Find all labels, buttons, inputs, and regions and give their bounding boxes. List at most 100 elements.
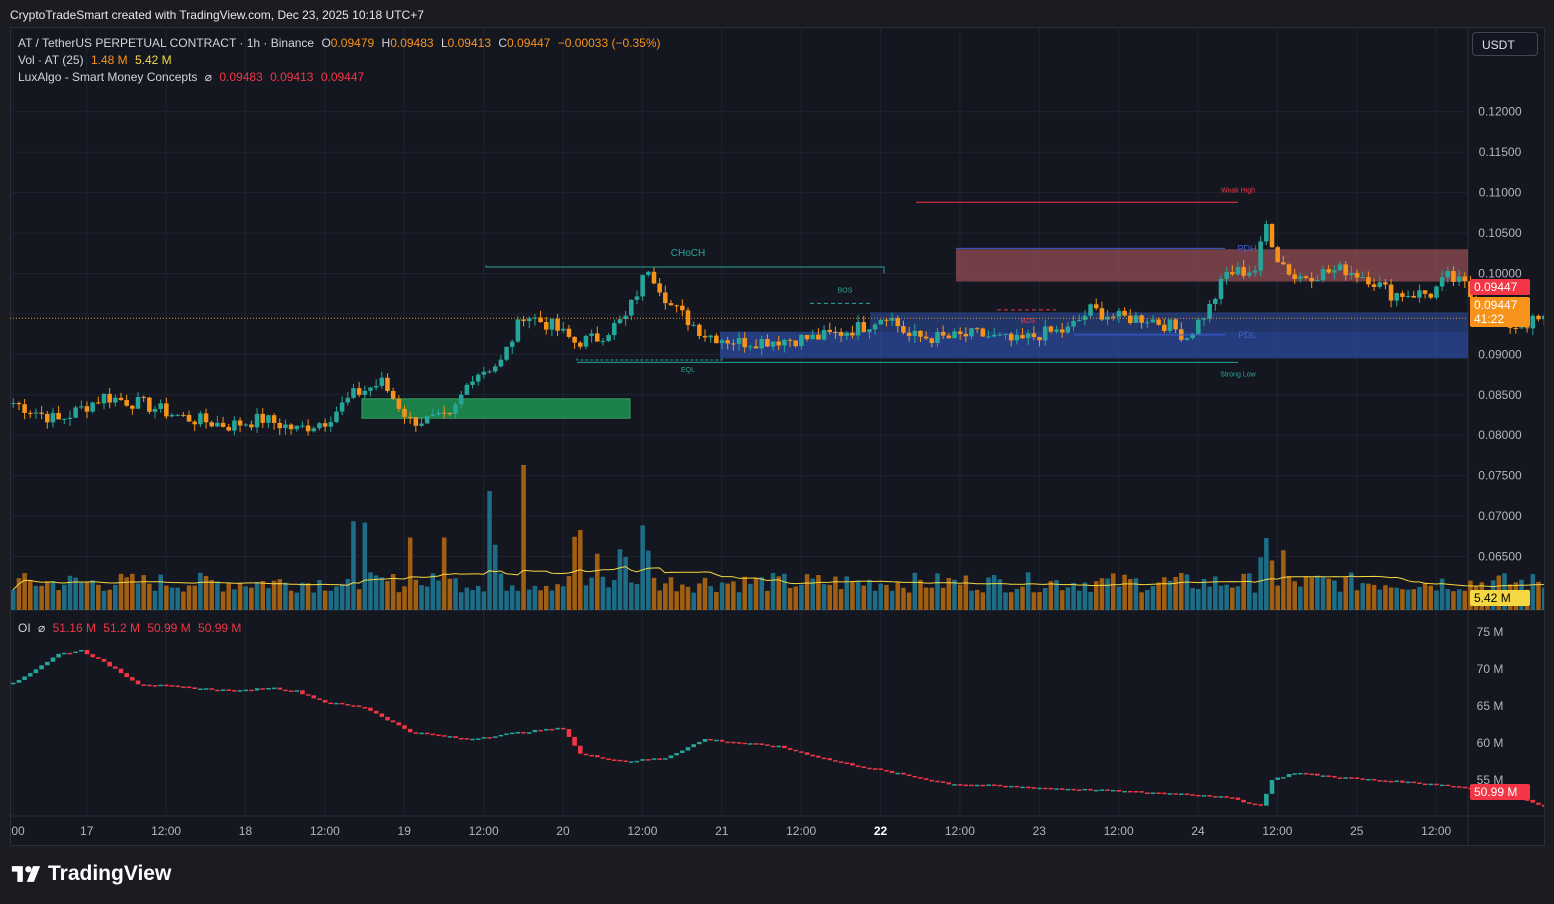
candle [770,341,776,351]
candle [1292,268,1297,284]
volume-bar [810,578,816,610]
oi-bar [1014,785,1020,788]
eye-off-icon[interactable]: ⌀ [204,70,212,84]
candle-body [918,330,923,337]
candle [396,395,402,412]
oi-bar [697,741,702,745]
candle-body [804,334,810,340]
oi-bar [1366,778,1371,781]
eye-off-icon[interactable]: ⌀ [38,621,46,635]
volume-bar [11,589,16,610]
symbol-title[interactable]: AT / TetherUS PERPETUAL CONTRACT · 1h · … [18,36,315,50]
candle-body [572,336,577,343]
oi-bar [515,731,521,734]
currency-button[interactable]: USDT [1472,32,1538,56]
oi-bar [385,716,390,721]
oi-label[interactable]: OI [18,621,31,635]
tradingview-brand[interactable]: TradingView [10,862,171,886]
candle [952,328,957,339]
candle-body [407,416,413,418]
smc-label[interactable]: LuxAlgo - Smart Money Concepts [18,70,198,84]
smc-structure-lines: CHoCH BOS BOS Weak High PDH PDL Strong Low EQL [10,187,1468,378]
time-tick-label: 12:00 [1421,824,1451,838]
oi-bar [11,682,16,685]
smc-value-2: 0.09413 [270,70,314,84]
price-countdown-badge-text: 41:22 [1474,312,1504,326]
volume-bar [1337,591,1343,610]
candle-body [1065,326,1071,333]
candle-body [356,388,362,395]
candle [470,375,475,389]
volume-bar [753,578,759,610]
candle [101,393,107,410]
volume-bar [328,590,334,610]
candle [339,396,345,416]
candle-body [583,335,589,347]
oi-bar [1173,793,1178,795]
candle-body [521,319,526,322]
candle [736,331,742,351]
volume-bar [362,522,368,610]
oi-bar [152,685,158,687]
oi-bar [1167,793,1173,795]
oi-bar [79,649,84,652]
candle [1167,319,1173,334]
candle-body [107,393,112,403]
volume-bar [1048,581,1054,610]
volume-bar [487,491,492,610]
oi-bar [810,754,816,757]
candle-body [651,271,657,284]
volume-bar [566,576,572,610]
volume-bar [855,580,861,610]
volume-bar [572,536,577,610]
candle-body [1116,310,1122,317]
volume-bar [356,589,362,610]
candle [283,419,288,435]
candle-body [90,402,95,412]
candle-body [1530,315,1536,329]
oi-bar [101,658,107,662]
candle-body [305,425,311,432]
candle-body [674,305,679,307]
open-label: O [321,36,331,50]
candle [583,334,589,350]
candle [799,333,804,350]
oi-bar [509,732,515,735]
candle-body [765,339,770,347]
volume-bar [867,579,872,610]
oi-bar [600,757,606,759]
volume-bar [1247,573,1252,610]
candle [1275,245,1280,263]
candle [158,399,163,413]
candle-body [62,418,67,420]
oi-bar [816,755,821,758]
oi-bar [1082,788,1088,791]
candle-body [617,319,623,324]
oi-bar [663,758,668,760]
oi-bar [334,702,339,705]
candle-body [1320,269,1326,280]
oi-bar [1309,773,1314,776]
volume-bar [1230,587,1235,610]
candle [1241,259,1246,280]
oi-bar [203,688,209,690]
candle-body [328,422,334,427]
oi-bar [770,745,776,748]
candle [1145,317,1150,328]
candle-body [736,337,742,344]
candle-body [1269,223,1275,248]
low-value: 0.09413 [447,36,492,50]
candle-body [1145,322,1150,324]
oi-bar [181,686,186,688]
oi-bar [787,748,793,750]
oi-bar [396,722,402,726]
oi-bar [742,742,747,745]
oi-bar [407,728,413,733]
volume-bar [986,577,991,610]
volume-label[interactable]: Vol · AT (25) [18,53,84,67]
oi-bar [141,684,146,686]
candle [277,418,283,436]
volume-bar [334,586,339,610]
volume-bar [33,585,39,610]
